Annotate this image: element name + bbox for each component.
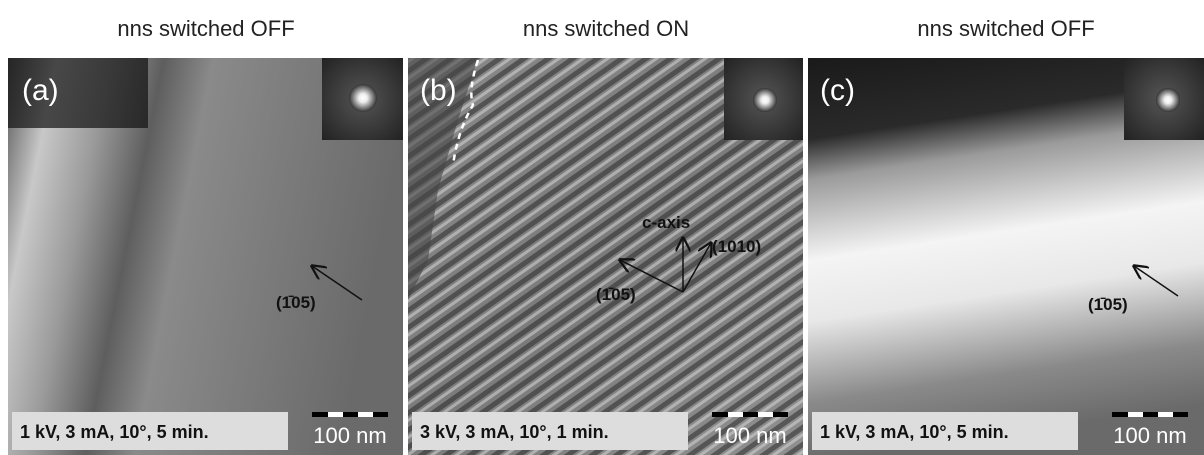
scale-label: 100 nm (1113, 423, 1186, 448)
panel-title: nns switched OFF (917, 16, 1094, 41)
conditions: 1 kV, 3 mA, 10°, 5 min. (820, 422, 1009, 442)
annotation: (1̄05) (596, 285, 636, 304)
panel-label: (c) (820, 74, 855, 107)
annotation: (1̄05) (276, 293, 316, 312)
conditions-box (812, 412, 1078, 450)
scale-label: 100 nm (713, 423, 786, 448)
panel-title: nns switched ON (523, 16, 689, 41)
panel-title: nns switched OFF (117, 16, 294, 41)
conditions-box (12, 412, 288, 450)
annotation: (1̄05) (1088, 295, 1128, 314)
panel: nns switched OFF (c) (1̄05) 1 kV, 3 mA, … (808, 16, 1204, 455)
scale-bar (1112, 412, 1188, 417)
panel-label: (b) (420, 74, 457, 107)
annotation: (1010) (712, 237, 761, 256)
scale-bar (712, 412, 788, 417)
panel-label: (a) (22, 74, 59, 107)
scale-label: 100 nm (313, 423, 386, 448)
conditions: 3 kV, 3 mA, 10°, 1 min. (420, 422, 609, 442)
panel: nns switched ON (b) c-axis (1010) (1̄05)… (408, 16, 803, 455)
conditions: 1 kV, 3 mA, 10°, 5 min. (20, 422, 209, 442)
panel: nns switched OFF (a) (1̄05) 1 kV, 3 mA, … (8, 16, 403, 455)
scale-bar (312, 412, 388, 417)
annotation: c-axis (642, 213, 690, 232)
conditions-box (412, 412, 688, 450)
